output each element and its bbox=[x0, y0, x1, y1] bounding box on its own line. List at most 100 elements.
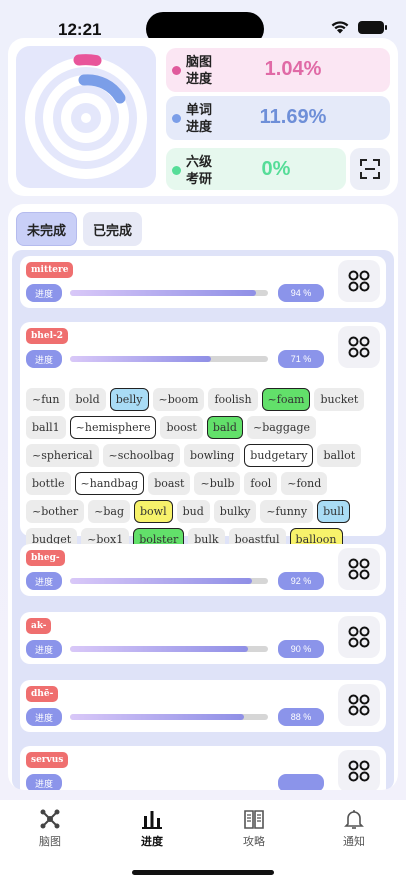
word-chip[interactable]: bald bbox=[206, 416, 243, 439]
wifi-icon bbox=[331, 21, 349, 34]
word-chip[interactable]: budgetary bbox=[244, 444, 314, 467]
word-chip[interactable]: bud bbox=[176, 500, 210, 523]
grid-icon bbox=[348, 558, 370, 580]
progress-percent: 90 % bbox=[278, 640, 324, 658]
nav-guide[interactable]: 攻略 bbox=[224, 808, 284, 849]
progress-fill bbox=[70, 578, 253, 584]
word-chip[interactable]: bowl bbox=[134, 500, 173, 523]
progress-fill bbox=[70, 714, 245, 720]
root-badge: dhē- bbox=[26, 686, 59, 702]
word-chip[interactable]: ~bag bbox=[88, 500, 131, 523]
progress-percent: 92 % bbox=[278, 572, 324, 590]
nav-notifications[interactable]: 通知 bbox=[324, 808, 384, 849]
scan-button[interactable] bbox=[350, 148, 390, 190]
root-badge: servus bbox=[26, 752, 69, 768]
stat-dot bbox=[172, 114, 181, 123]
grid-button[interactable] bbox=[338, 616, 380, 658]
root-card[interactable]: servus 进度 bbox=[20, 746, 386, 790]
grid-button[interactable] bbox=[338, 750, 380, 790]
stat-words: 单词进度 11.69% bbox=[166, 96, 390, 140]
stat-dot bbox=[172, 166, 181, 175]
word-chip[interactable]: ~fun bbox=[26, 388, 66, 411]
word-chip[interactable]: ~hemisphere bbox=[69, 416, 157, 439]
stat-label: 单词进度 bbox=[186, 102, 213, 134]
mindmap-icon bbox=[40, 809, 60, 829]
nav-mindmap[interactable]: 脑图 bbox=[20, 808, 80, 849]
word-chip[interactable]: ball1 bbox=[26, 416, 66, 439]
word-chip[interactable]: ~schoolbag bbox=[102, 444, 181, 467]
progress-percent: 71 % bbox=[278, 350, 324, 368]
progress-label: 进度 bbox=[26, 572, 62, 590]
grid-button[interactable] bbox=[338, 684, 380, 726]
root-badge: bhel-2 bbox=[26, 328, 68, 344]
word-chip[interactable]: ballot bbox=[317, 444, 362, 467]
grid-icon bbox=[348, 270, 370, 292]
word-chip[interactable]: ~boom bbox=[152, 388, 205, 411]
word-chip[interactable]: belly bbox=[109, 388, 149, 411]
status-time: 12:21 bbox=[58, 20, 102, 39]
word-chip[interactable]: bowling bbox=[184, 444, 241, 467]
progress-label: 进度 bbox=[26, 640, 62, 658]
stat-label: 六级考研 bbox=[186, 154, 213, 186]
progress-percent: 94 % bbox=[278, 284, 324, 302]
word-chip[interactable]: bull bbox=[317, 500, 351, 523]
status-icons bbox=[330, 20, 387, 34]
word-chip[interactable]: boast bbox=[148, 472, 191, 495]
progress-fill bbox=[70, 646, 249, 652]
stat-label: 脑图进度 bbox=[186, 54, 213, 86]
word-chip[interactable]: bulky bbox=[213, 500, 257, 523]
stat-value: 0% bbox=[261, 158, 291, 180]
progress-track bbox=[70, 646, 268, 652]
battery-icon bbox=[358, 20, 387, 34]
book-icon bbox=[244, 810, 264, 829]
progress-track bbox=[70, 356, 268, 362]
root-card[interactable]: mittere 进度 94 % bbox=[20, 256, 386, 308]
progress-panel: 未完成 已完成 mittere 进度 94 % bhel-2 进度 71 % ~… bbox=[8, 204, 398, 790]
tab-complete[interactable]: 已完成 bbox=[83, 212, 143, 246]
word-chip[interactable]: bottle bbox=[26, 472, 71, 495]
nav-progress[interactable]: 进度 bbox=[122, 808, 182, 849]
root-badge: mittere bbox=[26, 262, 74, 278]
root-card-expanded[interactable]: bhel-2 进度 71 % ~fun bold belly ~boom foolish… bbox=[20, 322, 386, 579]
rings-icon bbox=[25, 54, 147, 179]
nav-label: 通知 bbox=[343, 836, 365, 848]
grid-button[interactable] bbox=[338, 260, 380, 302]
word-chip[interactable]: ~baggage bbox=[246, 416, 316, 439]
tab-bar: 未完成 已完成 bbox=[16, 212, 143, 246]
bottom-nav: 脑图 进度 攻略 通知 bbox=[0, 800, 406, 883]
scan-icon bbox=[360, 159, 380, 179]
progress-label: 进度 bbox=[26, 708, 62, 726]
nav-label: 攻略 bbox=[243, 836, 265, 848]
root-list[interactable]: mittere 进度 94 % bhel-2 进度 71 % ~fun bold b… bbox=[12, 250, 394, 790]
stat-cet6: 六级考研 0% bbox=[166, 148, 346, 190]
root-card[interactable]: bheg- 进度 92 % bbox=[20, 544, 386, 596]
progress-track bbox=[70, 578, 268, 584]
root-card[interactable]: ak- 进度 90 % bbox=[20, 612, 386, 664]
word-chip[interactable]: ~fond bbox=[281, 472, 328, 495]
word-chip[interactable]: ~bother bbox=[26, 500, 85, 523]
stat-value: 11.69% bbox=[259, 106, 327, 128]
stat-dot bbox=[172, 66, 181, 75]
word-chip[interactable]: ~handbag bbox=[74, 472, 145, 495]
root-card[interactable]: dhē- 进度 88 % bbox=[20, 680, 386, 732]
word-chip[interactable]: bold bbox=[69, 388, 106, 411]
word-chip[interactable]: bucket bbox=[314, 388, 365, 411]
word-chip[interactable]: ~foam bbox=[261, 388, 311, 411]
grid-icon bbox=[348, 694, 370, 716]
root-badge: bheg- bbox=[26, 550, 65, 566]
progress-fill bbox=[70, 356, 211, 362]
word-chip[interactable]: ~spherical bbox=[26, 444, 99, 467]
grid-icon bbox=[348, 760, 370, 782]
progress-percent: 88 % bbox=[278, 708, 324, 726]
word-chip[interactable]: fool bbox=[244, 472, 278, 495]
chart-icon bbox=[142, 811, 162, 829]
grid-button[interactable] bbox=[338, 548, 380, 590]
grid-button[interactable] bbox=[338, 326, 380, 368]
word-chip[interactable]: ~funny bbox=[260, 500, 314, 523]
summary-card: 脑图进度 1.04% 单词进度 11.69% 六级考研 0% bbox=[8, 38, 398, 196]
word-chip[interactable]: foolish bbox=[208, 388, 258, 411]
progress-percent bbox=[278, 774, 324, 790]
tab-incomplete[interactable]: 未完成 bbox=[16, 212, 78, 246]
word-chip[interactable]: ~bulb bbox=[194, 472, 241, 495]
word-chip[interactable]: boost bbox=[160, 416, 203, 439]
